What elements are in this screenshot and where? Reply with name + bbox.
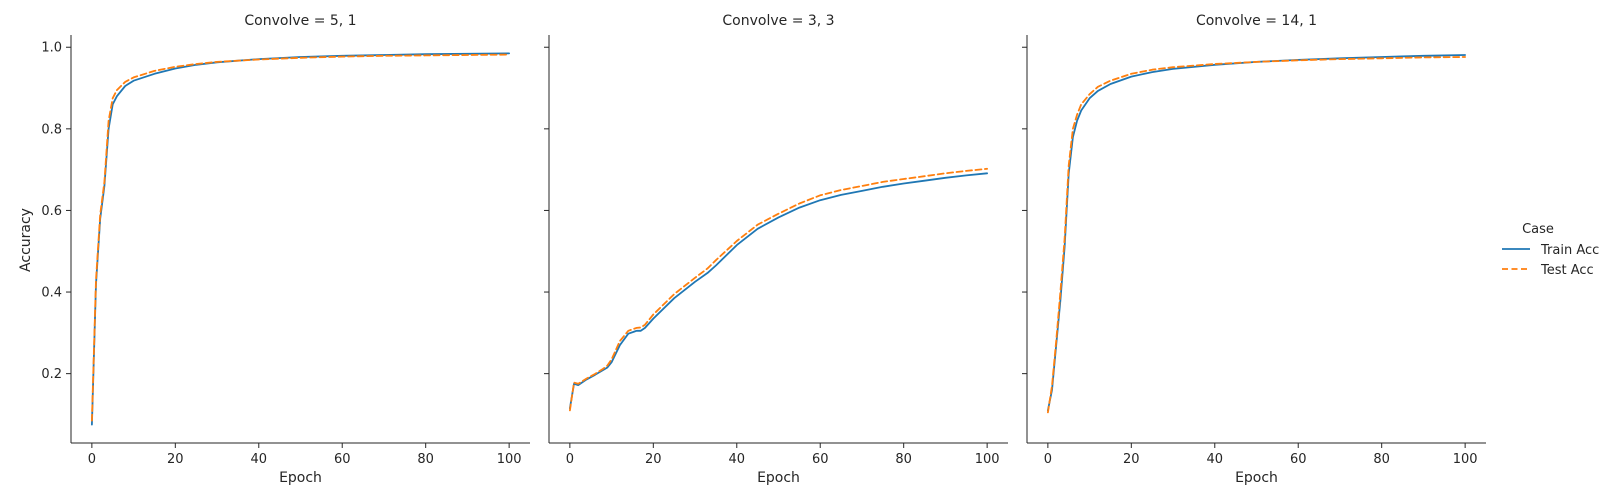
x-tick-label: 80 — [417, 452, 434, 467]
y-axis-label: Accuracy — [18, 208, 34, 272]
x-tick-label: 40 — [728, 452, 745, 467]
legend-title: Case — [1522, 222, 1554, 237]
x-axis-label: Epoch — [1235, 470, 1278, 486]
x-tick-label: 100 — [497, 452, 522, 467]
x-tick-label: 100 — [1453, 452, 1478, 467]
x-tick-label: 100 — [975, 452, 1000, 467]
series-line-test-acc — [569, 167, 988, 412]
x-axis-label: Epoch — [757, 470, 800, 486]
x-tick-label: 80 — [1373, 452, 1390, 467]
x-tick-label: 40 — [250, 452, 267, 467]
x-tick-label: 60 — [334, 452, 351, 467]
panel-title: Convolve = 14, 1 — [1196, 13, 1317, 29]
panel-title: Convolve = 5, 1 — [244, 13, 356, 29]
facet-panels: Convolve = 5, 1 0 20 40 60 80 100 0.2 0.4 0.6 0.8 1… — [41, 13, 1486, 486]
series-line-train-acc — [1047, 54, 1466, 412]
x-tick-label: 20 — [167, 452, 184, 467]
y-tick-label: 0.4 — [41, 286, 62, 301]
y-tick-label: 1.0 — [41, 41, 62, 56]
series-line-train-acc — [569, 172, 988, 410]
legend-label: Train Acc — [1540, 243, 1599, 258]
y-tick-label: 0.2 — [41, 367, 62, 382]
series-line-train-acc — [91, 52, 511, 426]
x-tick-label: 60 — [812, 452, 829, 467]
x-tick-label: 60 — [1290, 452, 1307, 467]
x-tick-label: 20 — [645, 452, 662, 467]
y-tick-label: 0.8 — [41, 122, 62, 137]
panel-2: Convolve = 3, 3 0 20 40 60 80 100 Epoch — [544, 13, 1008, 486]
x-tick-label: 80 — [895, 452, 912, 467]
x-tick-label: 0 — [1044, 452, 1052, 467]
y-tick-label: 0.6 — [41, 204, 62, 219]
legend-label: Test Acc — [1540, 263, 1594, 278]
panel-title: Convolve = 3, 3 — [722, 13, 834, 29]
x-tick-label: 0 — [566, 452, 574, 467]
x-tick-label: 20 — [1123, 452, 1140, 467]
panel-1: Convolve = 5, 1 0 20 40 60 80 100 0.2 0.4 0.6 0.8 1… — [41, 13, 530, 486]
series-line-test-acc — [1047, 56, 1466, 414]
x-tick-label: 0 — [88, 452, 96, 467]
legend: Case Train Acc Test Acc — [1502, 222, 1599, 278]
x-axis-label: Epoch — [279, 470, 322, 486]
x-tick-label: 40 — [1206, 452, 1223, 467]
panel-3: Convolve = 14, 1 0 20 40 60 80 100 Epoch — [1022, 13, 1486, 486]
series-line-test-acc — [91, 53, 511, 422]
